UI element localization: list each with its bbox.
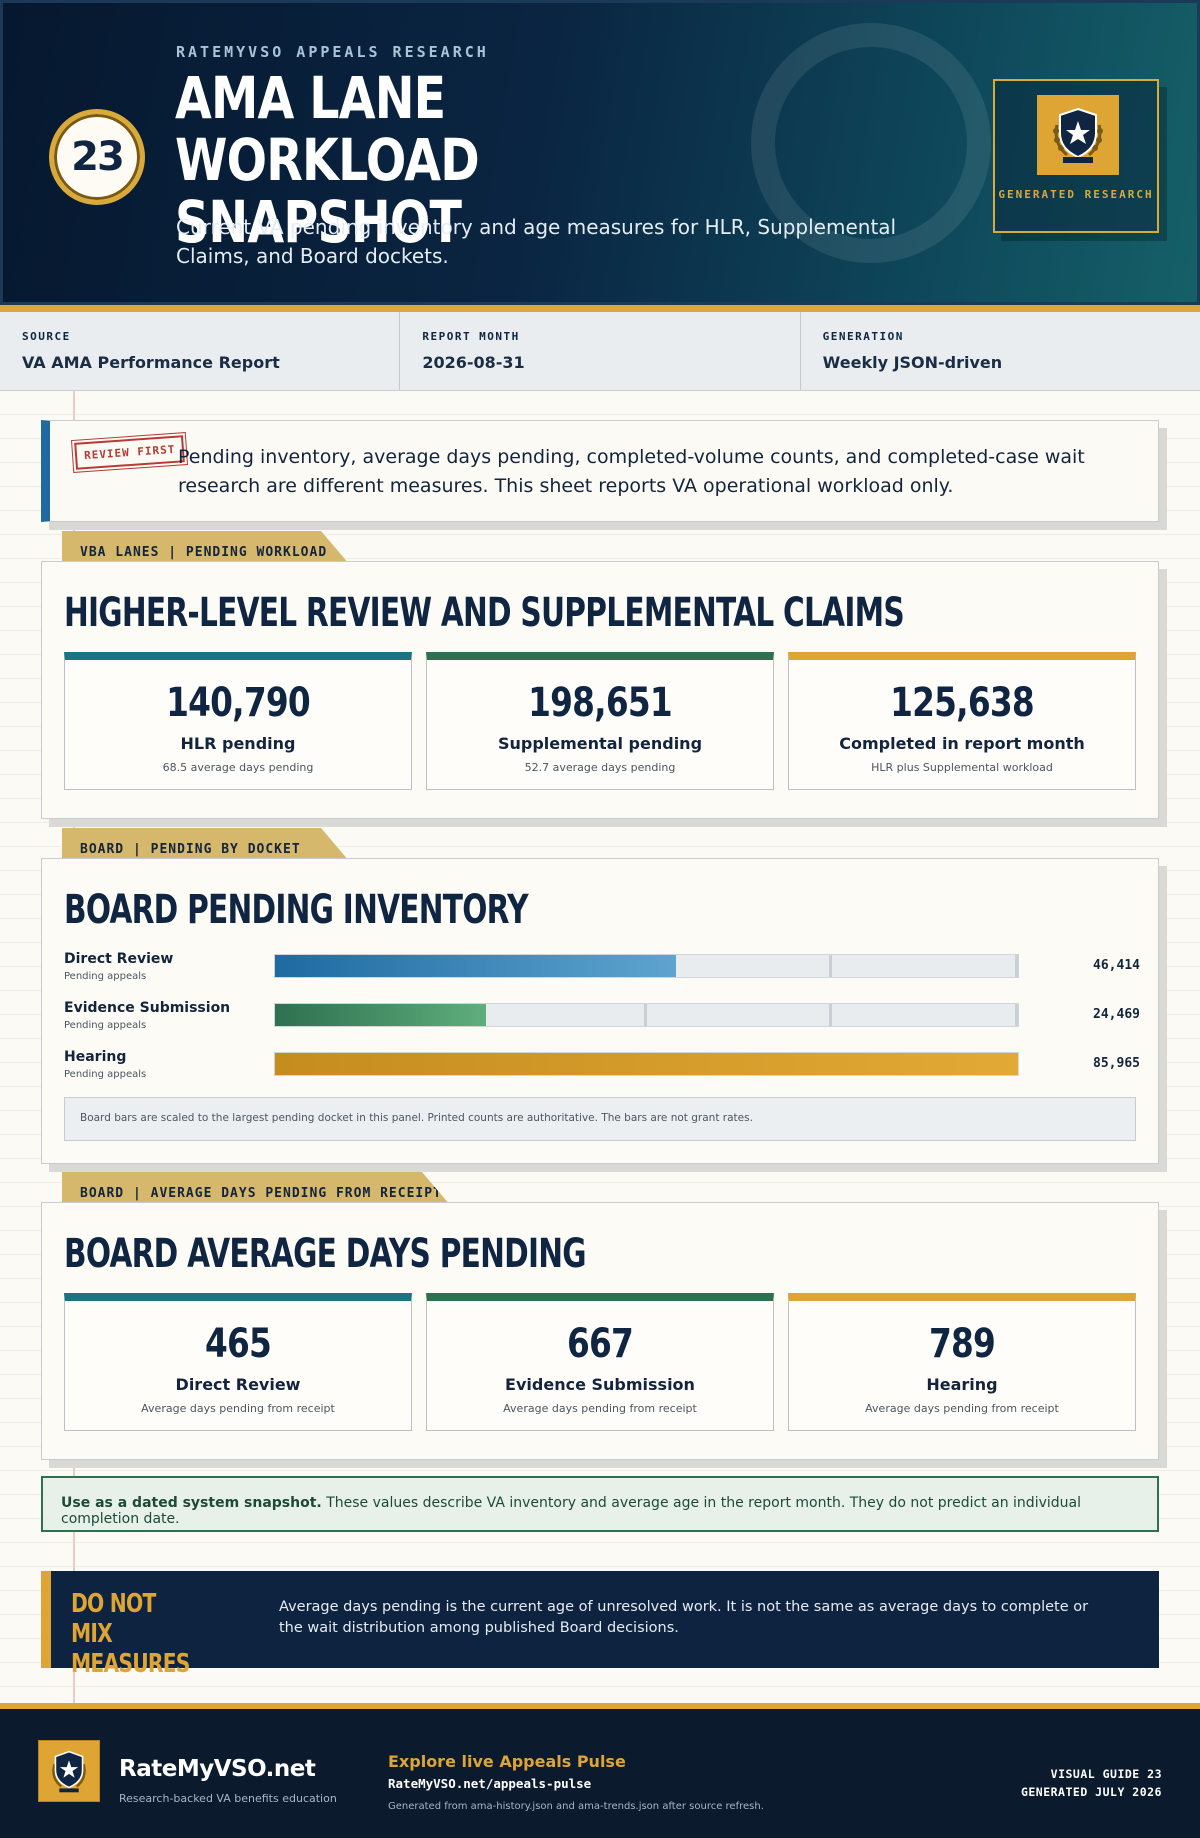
stat-subtext: 52.7 average days pending <box>524 761 676 774</box>
shield-star-laurel-icon <box>1037 95 1119 175</box>
bar-direct-review <box>275 955 676 977</box>
stat-card-hlr-pending: 140,790 HLR pending 68.5 average days pe… <box>64 652 412 790</box>
vba-panel: HIGHER-LEVEL REVIEW AND SUPPLEMENTAL CLA… <box>41 561 1159 819</box>
bar-track <box>274 1003 1019 1027</box>
bar-category-label: Direct Review <box>64 951 174 967</box>
footer-generated-from: Generated from ama-history.json and ama-… <box>388 1801 764 1812</box>
board-pending-panel: BOARD PENDING INVENTORY Direct Review Pen… <box>41 858 1159 1164</box>
stat-subtext: 68.5 average days pending <box>162 761 314 774</box>
board-days-panel: BOARD AVERAGE DAYS PENDING 465 Direct Re… <box>41 1202 1159 1460</box>
stat-card-direct-review-days: 465 Direct Review Average days pending f… <box>64 1293 412 1431</box>
bar-track <box>274 1052 1019 1076</box>
bar-value-label: 24,469 <box>1093 1007 1140 1022</box>
do-not-mix-heading: DO NOT MIX MEASURES <box>71 1589 190 1679</box>
stat-label: HLR pending <box>180 734 296 753</box>
chart-note: Board bars are scaled to the largest pen… <box>64 1097 1136 1141</box>
do-not-mix-callout: DO NOT MIX MEASURES Average days pending… <box>41 1571 1159 1679</box>
bar-row-hearing: Hearing Pending appeals 85,965 <box>64 1049 1140 1093</box>
bar-evidence-submission <box>275 1004 486 1026</box>
footer-brand: RateMyVSO.net <box>119 1756 316 1782</box>
snapshot-bold: Use as a dated system snapshot. <box>61 1495 322 1511</box>
page-header: 23 RATEMYVSO APPEALS RESEARCH AMA LANE W… <box>0 0 1200 305</box>
meta-value: VA AMA Performance Report <box>22 353 280 372</box>
stat-label: Supplemental pending <box>497 734 703 753</box>
stat-subtext: HLR plus Supplemental workload <box>871 761 1053 774</box>
stat-card-supplemental-pending: 198,651 Supplemental pending 52.7 averag… <box>426 652 774 790</box>
ratemyvso-logo-icon <box>38 1740 100 1802</box>
section-heading: BOARD AVERAGE DAYS PENDING <box>64 1231 587 1277</box>
snapshot-callout: Use as a dated system snapshot. These va… <box>41 1476 1159 1532</box>
stat-subtext: Average days pending from receipt <box>141 1402 335 1415</box>
review-text: Pending inventory, average days pending,… <box>178 446 1085 497</box>
review-first-stamp: REVIEW FIRST <box>74 435 186 470</box>
meta-value: Weekly JSON-driven <box>822 353 1003 372</box>
bar-hearing <box>275 1053 1018 1075</box>
bar-category-caption: Pending appeals <box>64 1069 147 1080</box>
stat-value: 140,790 <box>166 680 310 726</box>
stat-card-completed: 125,638 Completed in report month HLR pl… <box>788 652 1136 790</box>
review-first-card: REVIEW FIRST Pending inventory, average … <box>41 420 1159 522</box>
meta-report-month: REPORT MONTH 2026-08-31 <box>400 312 801 390</box>
stat-subtext: Average days pending from receipt <box>865 1402 1059 1415</box>
meta-source: SOURCE VA AMA Performance Report <box>0 312 401 390</box>
guide-number-badge: 23 <box>49 109 145 205</box>
stat-value: 465 <box>204 1321 272 1367</box>
bar-category-caption: Pending appeals <box>64 1020 147 1031</box>
seal-label: GENERATED RESEARCH <box>998 188 1154 201</box>
bar-track <box>274 954 1019 978</box>
stat-label: Evidence Submission <box>505 1375 695 1394</box>
bar-row-evidence-submission: Evidence Submission Pending appeals 24,469 <box>64 1000 1140 1044</box>
stat-value: 789 <box>928 1321 996 1367</box>
bar-value-label: 85,965 <box>1093 1056 1140 1071</box>
meta-label: GENERATION <box>822 330 904 343</box>
footer-generated-date: GENERATED JULY 2026 <box>1020 1785 1162 1799</box>
report-meta-strip: SOURCE VA AMA Performance Report REPORT … <box>0 305 1200 391</box>
stat-label: Direct Review <box>175 1375 301 1394</box>
stat-card-evidence-submission-days: 667 Evidence Submission Average days pen… <box>426 1293 774 1431</box>
stat-label: Completed in report month <box>839 734 1085 753</box>
bar-value-label: 46,414 <box>1093 958 1140 973</box>
meta-value: 2026-08-31 <box>422 353 525 372</box>
page-title: AMA LANE WORKLOAD SNAPSHOT <box>175 64 480 256</box>
section-heading: HIGHER-LEVEL REVIEW AND SUPPLEMENTAL CLA… <box>64 590 905 636</box>
stat-card-hearing-days: 789 Hearing Average days pending from re… <box>788 1293 1136 1431</box>
bar-category-caption: Pending appeals <box>64 971 147 982</box>
snapshot-text: These values describe VA inventory and a… <box>61 1495 1081 1527</box>
stat-label: Hearing <box>926 1375 998 1394</box>
bar-row-direct-review: Direct Review Pending appeals 46,414 <box>64 951 1140 995</box>
do-not-mix-body: Average days pending is the current age … <box>279 1599 1089 1636</box>
stat-value: 125,638 <box>890 680 1034 726</box>
stat-subtext: Average days pending from receipt <box>503 1402 697 1415</box>
section-heading: BOARD PENDING INVENTORY <box>64 887 529 933</box>
footer-guide-number: VISUAL GUIDE 23 <box>1050 1767 1162 1781</box>
generated-research-seal: GENERATED RESEARCH <box>993 79 1159 233</box>
page-footer: RateMyVSO.net Research-backed VA benefit… <box>0 1703 1200 1838</box>
footer-guide-info: VISUAL GUIDE 23 GENERATED JULY 2026 <box>1021 1765 1162 1801</box>
stat-value: 667 <box>566 1321 634 1367</box>
meta-label: SOURCE <box>22 330 71 343</box>
page-subtitle: Current VA pending inventory and age mea… <box>176 215 897 268</box>
bar-category-label: Hearing <box>64 1049 127 1065</box>
explore-appeals-pulse-link[interactable]: Explore live Appeals Pulse <box>388 1752 626 1771</box>
stat-value: 198,651 <box>528 680 672 726</box>
bar-category-label: Evidence Submission <box>64 1000 231 1016</box>
meta-label: REPORT MONTH <box>422 330 520 343</box>
appeals-pulse-url-link[interactable]: RateMyVSO.net/appeals-pulse <box>388 1776 592 1791</box>
header-kicker: RATEMYVSO APPEALS RESEARCH <box>176 43 489 61</box>
meta-generation: GENERATION Weekly JSON-driven <box>801 312 1200 390</box>
footer-tagline: Research-backed VA benefits education <box>119 1792 337 1805</box>
